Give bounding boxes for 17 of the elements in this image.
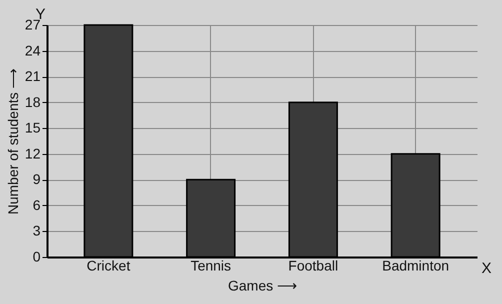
y-axis-title: Number of students ⟶ [4, 68, 21, 215]
y-tick-label: 3 [32, 222, 41, 239]
x-tick-label: Football [288, 258, 338, 274]
x-axis-title: Games ⟶ [228, 278, 298, 294]
y-tick-label: 12 [24, 145, 41, 162]
y-tick-label: 6 [32, 196, 41, 213]
x-tick-label: Tennis [190, 258, 232, 274]
y-tick-label: 0 [32, 248, 41, 264]
y-tick-label: 27 [24, 16, 41, 32]
y-tick-label: 9 [32, 171, 41, 188]
y-tick-label: 24 [24, 42, 41, 58]
y-tick-label: 18 [24, 94, 41, 110]
y-tick-label: 15 [24, 120, 41, 136]
x-tick-label: Cricket [86, 258, 130, 274]
text: X [482, 260, 492, 276]
y-tick-label: 21 [24, 68, 41, 84]
x-tick-label: Badminton [382, 258, 450, 274]
